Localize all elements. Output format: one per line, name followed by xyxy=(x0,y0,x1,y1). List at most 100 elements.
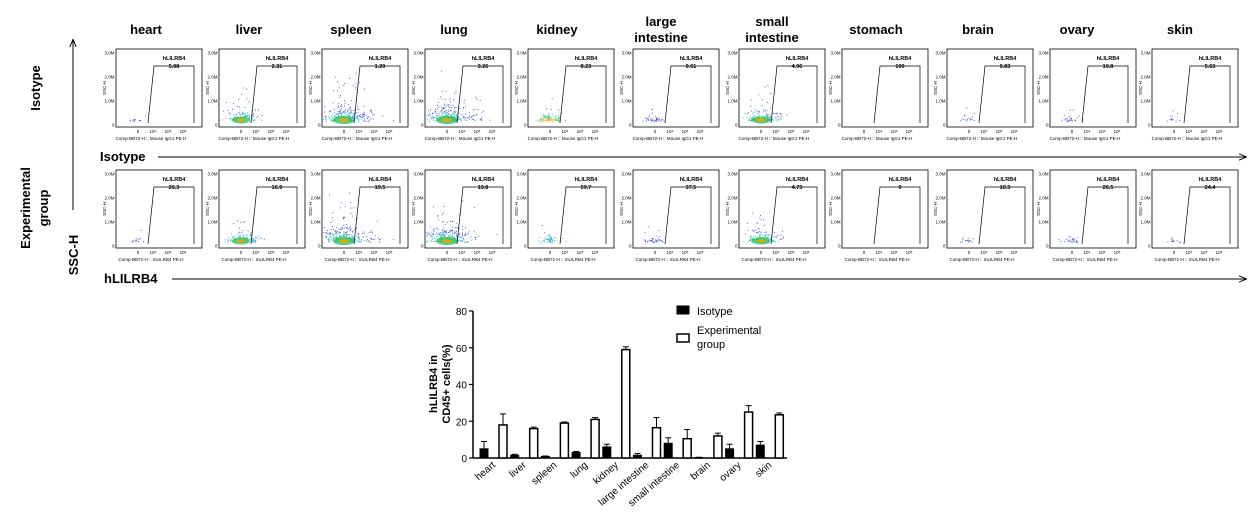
event-dot xyxy=(782,238,784,239)
organ-header-line2: intestine xyxy=(745,30,798,45)
event-dot xyxy=(372,239,374,240)
event-dot xyxy=(750,236,752,238)
event-dot xyxy=(453,113,455,115)
event-dot xyxy=(765,112,767,114)
event-dot xyxy=(250,238,252,240)
event-dot xyxy=(543,240,545,242)
event-dot xyxy=(462,229,464,230)
event-dot xyxy=(551,237,552,239)
y-tick-label: 1.0M xyxy=(516,99,526,104)
event-dot xyxy=(750,239,752,241)
event-dot xyxy=(243,234,245,236)
event-dot xyxy=(463,116,465,117)
x-tick-label: 10⁴ xyxy=(150,250,157,255)
event-dot xyxy=(1070,119,1072,121)
organ-header: liver xyxy=(236,22,263,37)
event-dot xyxy=(337,111,339,112)
event-dot xyxy=(1069,240,1071,242)
event-dot xyxy=(437,215,439,216)
event-dot xyxy=(229,113,231,115)
event-dot xyxy=(239,232,241,234)
event-dot xyxy=(239,236,241,237)
plot-x-label: Comp-BB72-H :: Mouse IgG1 PE-H xyxy=(116,136,187,141)
event-dot xyxy=(139,239,141,240)
gate-name: hLILRB4 xyxy=(266,177,290,183)
bar xyxy=(571,451,581,459)
organ-header: kidney xyxy=(536,22,578,37)
event-dot xyxy=(659,239,661,241)
event-dot xyxy=(373,113,375,115)
event-dot xyxy=(431,234,433,235)
event-dot xyxy=(481,120,483,122)
event-dot xyxy=(257,116,259,117)
y-tick-label: 2.0M xyxy=(516,196,526,201)
event-dot xyxy=(326,230,328,231)
event-dot xyxy=(330,229,332,230)
event-dot xyxy=(139,119,141,121)
event-dot xyxy=(349,77,350,79)
y-tick-label: 3.0M xyxy=(310,172,320,177)
event-dot xyxy=(554,119,556,121)
plot-frame xyxy=(424,169,512,249)
event-dot xyxy=(651,238,653,239)
event-dot xyxy=(1065,118,1066,120)
event-dot xyxy=(1078,115,1080,117)
x-tick-label: 10⁵ xyxy=(577,250,584,255)
event-dot xyxy=(358,234,360,236)
event-dot xyxy=(656,117,658,119)
plot-y-label: SSC-H xyxy=(205,202,210,216)
event-dot xyxy=(343,235,345,237)
event-dot xyxy=(363,120,365,121)
event-dot xyxy=(751,118,753,119)
event-dot xyxy=(351,236,353,238)
event-dot xyxy=(969,118,971,120)
event-dot xyxy=(552,241,553,243)
event-dot xyxy=(427,115,429,117)
plot-x-label: Comp-BB72-H :: mLILRB4 PE-H xyxy=(221,257,286,262)
event-dot xyxy=(767,237,769,239)
event-dot xyxy=(453,236,455,237)
x-tick-label: 10⁴ xyxy=(1084,250,1091,255)
event-dot xyxy=(138,241,139,242)
event-dot xyxy=(542,119,544,121)
event-dot xyxy=(364,118,366,120)
event-dot xyxy=(442,109,444,111)
event-dot xyxy=(352,116,353,117)
event-dot xyxy=(331,238,333,240)
event-dot xyxy=(455,91,457,93)
bar xyxy=(479,448,489,459)
event-dot xyxy=(355,88,357,90)
event-dot xyxy=(765,115,767,116)
event-dot xyxy=(773,240,775,242)
event-dot xyxy=(132,120,134,122)
event-dot xyxy=(773,241,775,243)
event-dot xyxy=(372,118,374,120)
event-dot xyxy=(356,120,358,122)
event-dot xyxy=(447,104,449,106)
event-dot xyxy=(544,115,545,117)
event-dot xyxy=(241,113,243,114)
y-tick-label: 0 xyxy=(943,123,946,128)
event-dot xyxy=(464,116,466,118)
event-dot xyxy=(252,240,254,242)
event-dot xyxy=(353,113,355,114)
event-dot xyxy=(649,239,651,241)
x-tick-label: 10⁶ xyxy=(1011,129,1018,134)
event-dot xyxy=(549,240,551,242)
event-dot xyxy=(1075,119,1076,121)
event-dot xyxy=(751,236,753,238)
event-dot xyxy=(1170,115,1171,117)
event-dot xyxy=(222,119,224,121)
event-dot xyxy=(263,238,265,240)
y-tick-label: 0 xyxy=(215,244,218,249)
event-dot xyxy=(765,236,766,238)
event-dot xyxy=(547,242,548,243)
event-dot xyxy=(433,241,435,243)
plot-x-label: Comp-BB72-H :: Mouse IgG1 PE-H xyxy=(1152,136,1223,141)
event-dot xyxy=(335,114,337,115)
event-dot xyxy=(549,238,551,240)
event-dot xyxy=(330,222,332,223)
event-dot xyxy=(460,120,462,122)
